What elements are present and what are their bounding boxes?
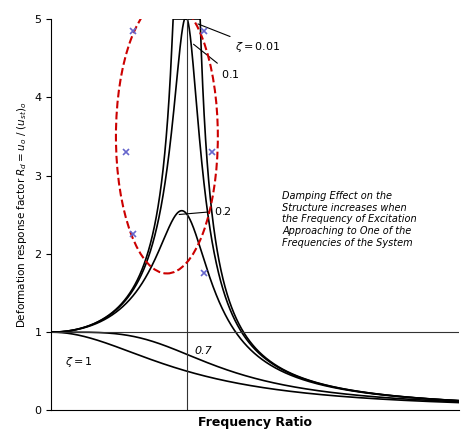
Y-axis label: Deformation response factor $R_d = u_o$ / $(u_{st})_o$: Deformation response factor $R_d = u_o$ …: [15, 101, 29, 328]
Text: $0.1$: $0.1$: [193, 44, 240, 80]
Text: $0.2$: $0.2$: [179, 205, 232, 217]
X-axis label: Frequency Ratio: Frequency Ratio: [198, 416, 312, 429]
Text: 0.7: 0.7: [194, 346, 212, 356]
Text: $\zeta = 0.01$: $\zeta = 0.01$: [198, 24, 280, 54]
Text: Damping Effect on the
Structure increases when
the Frequency of Excitation
Appro: Damping Effect on the Structure increase…: [283, 191, 417, 248]
Text: $\zeta = 1$: $\zeta = 1$: [65, 355, 93, 369]
